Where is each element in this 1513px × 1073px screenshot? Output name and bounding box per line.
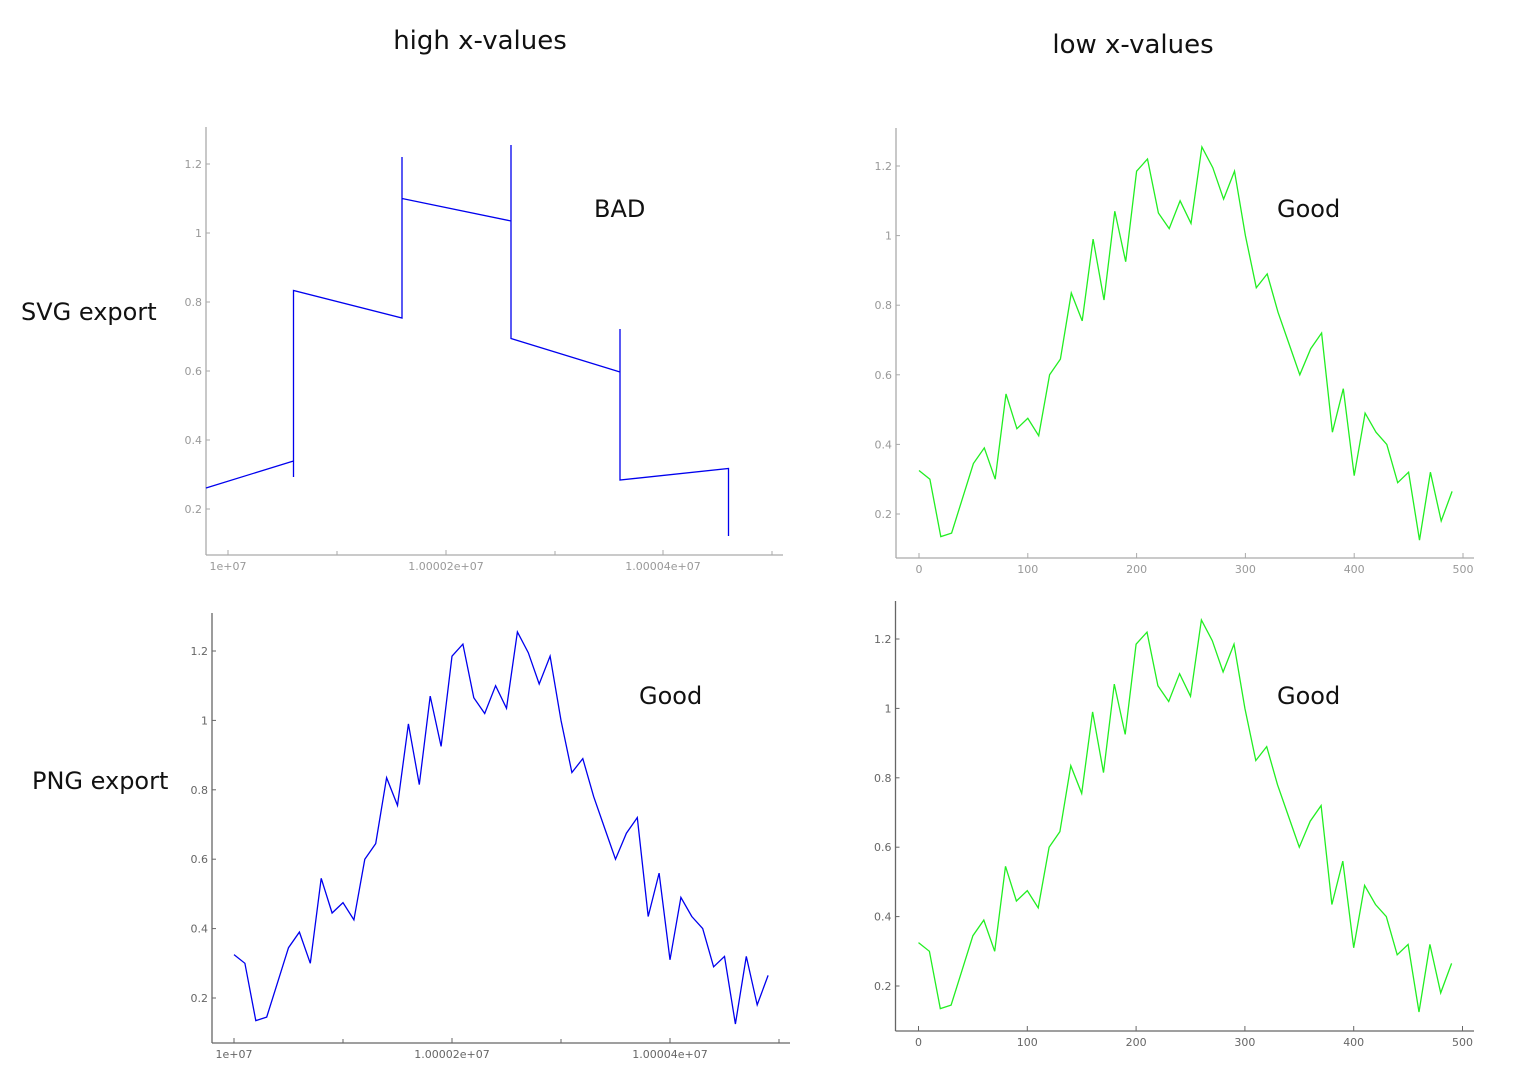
y-tick-label: 1 bbox=[195, 227, 202, 240]
x-tick-label: 200 bbox=[1126, 563, 1147, 576]
x-tick-label: 1.00002e+07 bbox=[408, 560, 483, 573]
column-header-low-x: low x-values bbox=[1052, 30, 1214, 60]
x-tick-label: 200 bbox=[1126, 1036, 1147, 1049]
y-tick-label: 0.4 bbox=[875, 438, 893, 451]
y-tick-label: 0.4 bbox=[191, 923, 209, 936]
quality-annotation: BAD bbox=[594, 195, 645, 223]
x-tick-label: 400 bbox=[1344, 563, 1365, 576]
x-tick-label: 500 bbox=[1452, 1036, 1473, 1049]
x-tick-label: 300 bbox=[1235, 563, 1256, 576]
x-tick-label: 1.00004e+07 bbox=[632, 1048, 707, 1061]
y-tick-label: 0.6 bbox=[874, 841, 892, 854]
chart-png-export-high-x: 0.2 0.4 0.6 0.8 1 1.2 1e+07 1.00002e+07 1.00004e… bbox=[191, 613, 790, 1061]
x-tick-label: 100 bbox=[1017, 1036, 1038, 1049]
y-tick-label: 1 bbox=[885, 230, 892, 243]
y-tick-label: 0.8 bbox=[191, 784, 209, 797]
y-tick-label: 0.2 bbox=[874, 980, 892, 993]
y-tick-label: 1.2 bbox=[191, 645, 209, 658]
x-tick-label: 1.00002e+07 bbox=[414, 1048, 489, 1061]
series-line bbox=[918, 617, 1453, 1013]
quality-annotation: Good bbox=[639, 682, 702, 710]
quality-annotation: Good bbox=[1277, 195, 1340, 223]
series-line bbox=[233, 629, 769, 1025]
quality-annotation: Good bbox=[1277, 682, 1340, 710]
y-tick-label: 1.2 bbox=[185, 158, 203, 171]
y-tick-label: 0.8 bbox=[874, 772, 892, 785]
y-tick-label: 0.2 bbox=[875, 508, 893, 521]
x-tick-label: 100 bbox=[1017, 563, 1038, 576]
x-tick-label: 300 bbox=[1234, 1036, 1255, 1049]
row-label-png-export: PNG export bbox=[32, 767, 169, 795]
y-tick-label: 0.8 bbox=[875, 299, 893, 312]
y-tick-label: 0.4 bbox=[185, 434, 203, 447]
y-tick-label: 0.6 bbox=[191, 853, 209, 866]
x-tick-label: 1e+07 bbox=[210, 560, 247, 573]
x-tick-label: 500 bbox=[1453, 563, 1474, 576]
y-tick-label: 0.2 bbox=[191, 992, 209, 1005]
chart-svg-export-low-x: 0.2 0.4 0.6 0.8 1 1.2 0 100 200 300 400 500 Good bbox=[875, 128, 1474, 576]
row-label-svg-export: SVG export bbox=[21, 298, 157, 326]
series-line bbox=[205, 145, 730, 536]
series-line bbox=[918, 144, 1453, 541]
y-tick-label: 1 bbox=[885, 702, 892, 715]
y-tick-label: 1 bbox=[201, 714, 208, 727]
y-tick-label: 0.4 bbox=[874, 911, 892, 924]
x-tick-label: 0 bbox=[916, 563, 923, 576]
y-tick-label: 1.2 bbox=[875, 160, 893, 173]
y-tick-label: 0.6 bbox=[185, 365, 203, 378]
x-tick-label: 0 bbox=[915, 1036, 922, 1049]
x-tick-label: 1e+07 bbox=[216, 1048, 253, 1061]
x-tick-label: 1.00004e+07 bbox=[625, 560, 700, 573]
y-tick-label: 0.8 bbox=[185, 296, 203, 309]
chart-png-export-low-x: 0.2 0.4 0.6 0.8 1 1.2 0 100 200 300 400 500 Good bbox=[874, 601, 1474, 1049]
x-tick-label: 400 bbox=[1343, 1036, 1364, 1049]
y-tick-label: 1.2 bbox=[874, 633, 892, 646]
column-header-high-x: high x-values bbox=[393, 26, 567, 56]
y-tick-label: 0.2 bbox=[185, 503, 203, 516]
chart-svg-export-high-x: 0.2 0.4 0.6 0.8 1 1.2 1e+07 1.00002e+07 1.00004e… bbox=[185, 127, 783, 573]
y-tick-label: 0.6 bbox=[875, 369, 893, 382]
